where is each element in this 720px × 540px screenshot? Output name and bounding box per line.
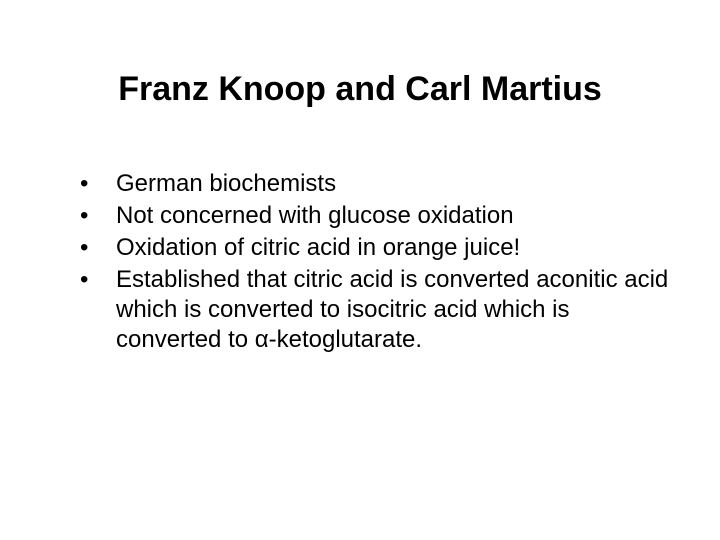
- slide-title: Franz Knoop and Carl Martius: [50, 70, 670, 109]
- list-item: German biochemists: [80, 169, 670, 199]
- list-item: Oxidation of citric acid in orange juice…: [80, 233, 670, 263]
- list-item: Established that citric acid is converte…: [80, 265, 670, 355]
- bullet-list: German biochemists Not concerned with gl…: [50, 169, 670, 355]
- list-item: Not concerned with glucose oxidation: [80, 201, 670, 231]
